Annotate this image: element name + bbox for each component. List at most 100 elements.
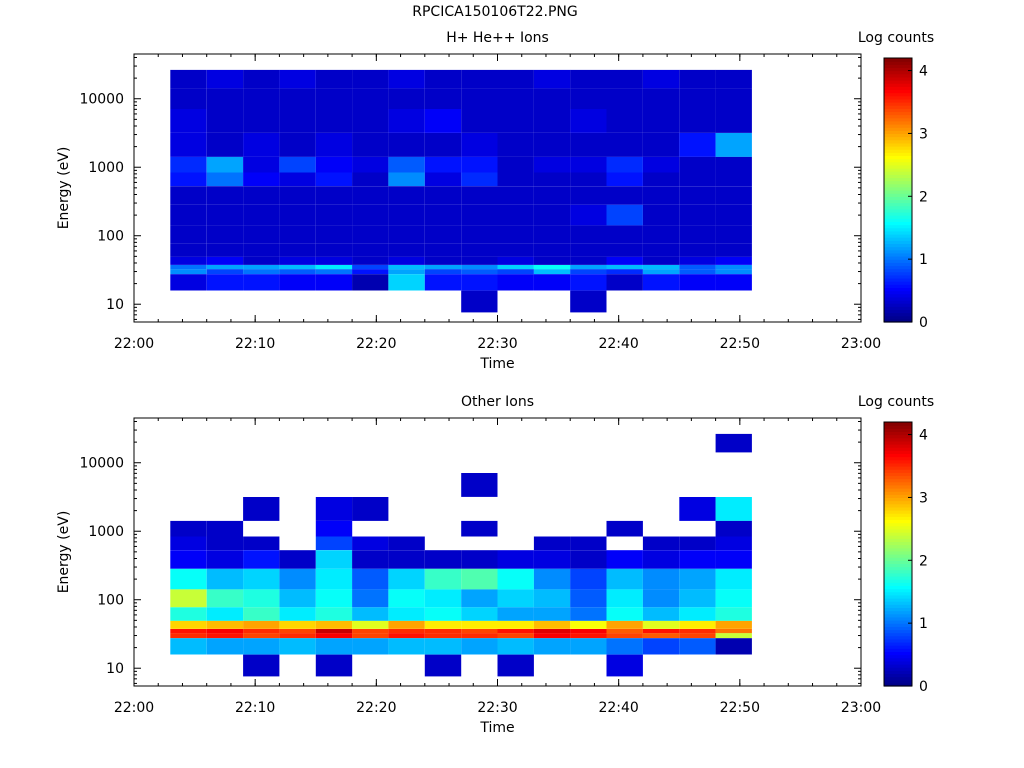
heatmap-cell <box>315 629 353 634</box>
colorbar-step <box>884 654 912 659</box>
heatmap-cell <box>715 433 752 453</box>
heatmap-cell <box>206 243 244 257</box>
colorbar-step <box>884 218 912 223</box>
colorbar-step <box>884 450 912 455</box>
colorbar-step <box>884 256 912 260</box>
colorbar-step <box>884 127 912 131</box>
colorbar-step <box>884 284 912 289</box>
colorbar-step <box>884 667 912 671</box>
heatmap-cell <box>424 568 462 590</box>
colorbar-step <box>884 83 912 87</box>
colorbar-step <box>884 174 912 179</box>
colorbar-step <box>884 682 912 687</box>
heatmap-cell <box>461 520 498 537</box>
heatmap-cell <box>243 274 280 291</box>
colorbar-step <box>884 309 912 314</box>
heatmap-cell <box>352 88 389 109</box>
heatmap-cell <box>715 172 752 187</box>
x-tick-label: 22:20 <box>356 336 396 352</box>
heatmap-cell <box>461 589 498 608</box>
colorbar-step <box>884 171 912 175</box>
heatmap-cell <box>424 88 462 109</box>
heatmap-cell <box>388 633 425 639</box>
heatmap-cell <box>279 568 316 590</box>
colorbar-step <box>884 105 912 109</box>
colorbar-step <box>884 657 912 662</box>
heatmap-cell <box>679 109 716 133</box>
heatmap-cell <box>606 589 643 608</box>
heatmap-cell <box>606 256 643 265</box>
colorbar-step <box>884 240 912 245</box>
heatmap-cell <box>642 109 680 133</box>
heatmap-cell <box>315 269 353 275</box>
heatmap-cell <box>279 204 316 226</box>
heatmap-cell <box>679 225 716 244</box>
colorbar-frame <box>883 421 913 687</box>
colorbar-step <box>884 541 912 546</box>
heatmap-cell <box>315 69 353 89</box>
heatmap-cell <box>497 109 534 133</box>
x-tick-label: 22:00 <box>114 336 154 352</box>
heatmap-cell <box>497 69 534 89</box>
heatmap-cell <box>424 69 462 89</box>
colorbar-step <box>884 303 912 307</box>
colorbar-step <box>884 271 912 276</box>
heatmap-cell <box>642 274 680 291</box>
heatmap-cell <box>679 638 716 655</box>
heatmap-cell <box>461 550 498 569</box>
heatmap-cell <box>388 133 425 157</box>
heatmap-cell <box>206 172 244 187</box>
colorbar-step <box>884 626 912 631</box>
heatmap-cell <box>315 88 353 109</box>
colorbar-step <box>884 616 912 621</box>
heatmap-cell <box>424 265 462 270</box>
colorbar-step <box>884 475 912 480</box>
heatmap-cell <box>170 172 207 187</box>
colorbar-step <box>884 249 912 254</box>
colorbar-tick-label: 4 <box>919 428 928 444</box>
heatmap-cell <box>679 589 716 608</box>
heatmap-cell <box>679 269 716 275</box>
heatmap-cell <box>424 620 462 629</box>
heatmap-cell <box>279 69 316 89</box>
heatmap-cell <box>352 243 389 257</box>
heatmap-cell <box>206 607 244 621</box>
heatmap-cell <box>497 654 534 677</box>
heatmap-cell <box>606 638 643 655</box>
heatmap-cell <box>715 633 752 639</box>
colorbar-step <box>884 594 912 599</box>
colorbar-step <box>884 227 912 232</box>
heatmap-cell <box>497 133 534 157</box>
colorbar-step <box>884 623 912 627</box>
x-tick-label: 22:50 <box>720 700 760 716</box>
heatmap-cell <box>279 156 316 173</box>
heatmap-cell <box>461 629 498 634</box>
colorbar-step <box>884 237 912 241</box>
heatmap-cell <box>461 88 498 109</box>
colorbar-step <box>884 648 912 653</box>
colorbar-step <box>884 491 912 495</box>
colorbar-step <box>884 566 912 571</box>
heatmap-cell <box>424 172 462 187</box>
heatmap-cell <box>315 186 353 205</box>
heatmap-cell <box>424 225 462 244</box>
colorbar-step <box>884 234 912 238</box>
colorbar-step <box>884 500 912 505</box>
heatmap-cell <box>461 243 498 257</box>
heatmap-cell <box>715 204 752 226</box>
heatmap-cell <box>352 633 389 639</box>
heatmap-cell <box>206 269 244 275</box>
x-tick-label: 22:20 <box>356 700 396 716</box>
heatmap-cell <box>533 589 571 608</box>
heatmap-cell <box>715 629 752 634</box>
heatmap-cell <box>606 550 643 569</box>
heatmap-cell <box>642 172 680 187</box>
heatmap-cell <box>243 256 280 265</box>
heatmap-cell <box>606 568 643 590</box>
heatmap-cell <box>679 497 716 521</box>
heatmap-cell <box>279 225 316 244</box>
colorbar-step <box>884 601 912 605</box>
heatmap-cell <box>679 256 716 265</box>
heatmap-cell <box>679 607 716 621</box>
heatmap-cell <box>642 156 680 173</box>
